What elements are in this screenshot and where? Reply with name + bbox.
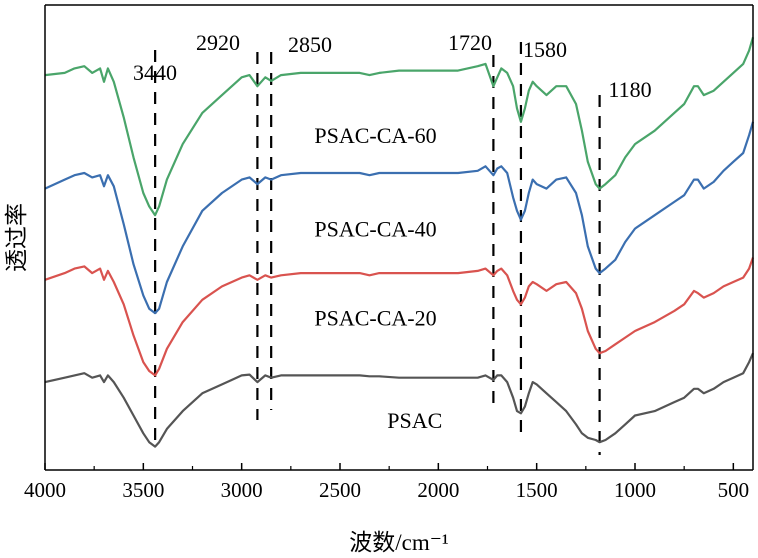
x-tick-label: 1500: [516, 478, 558, 502]
series-label-psac-ca-60: PSAC-CA-60: [314, 123, 436, 148]
peak-label-2920: 2920: [196, 30, 240, 55]
series-label-psac-ca-20: PSAC-CA-20: [314, 306, 436, 331]
series-lines: [44, 36, 755, 448]
series-line-psac-ca-40: [44, 121, 755, 315]
x-tick-label: 4000: [24, 478, 66, 502]
peak-label-2850: 2850: [288, 32, 332, 57]
x-tick-label: 500: [718, 478, 750, 502]
x-tick-label: 1000: [614, 478, 656, 502]
series-line-psac-ca-20: [44, 257, 755, 377]
x-tick-label: 2500: [319, 478, 361, 502]
series-label-psac-ca-40: PSAC-CA-40: [314, 217, 436, 242]
series-labels: PSAC-CA-60 PSAC-CA-40 PSAC-CA-20 PSAC: [314, 123, 442, 433]
peak-markers: 3440 2920 2850 1720 1580 1180: [133, 30, 652, 455]
y-axis-title: 透过率: [4, 203, 29, 272]
series-line-psac: [44, 352, 755, 448]
x-tick-label: 3000: [221, 478, 263, 502]
x-tick-label: 2000: [417, 478, 459, 502]
x-axis-title: 波数/cm⁻¹: [349, 530, 449, 555]
peak-label-1580: 1580: [523, 37, 567, 62]
axes: 4000 3500 3000 2500 2000 1500 1000 500: [24, 4, 754, 502]
series-line-psac-ca-60: [44, 36, 755, 217]
peak-label-1180: 1180: [608, 77, 651, 102]
x-tick-label: 3500: [122, 478, 164, 502]
peak-label-1720: 1720: [448, 30, 492, 55]
series-label-psac: PSAC: [387, 408, 442, 433]
peak-label-3440: 3440: [133, 60, 177, 85]
